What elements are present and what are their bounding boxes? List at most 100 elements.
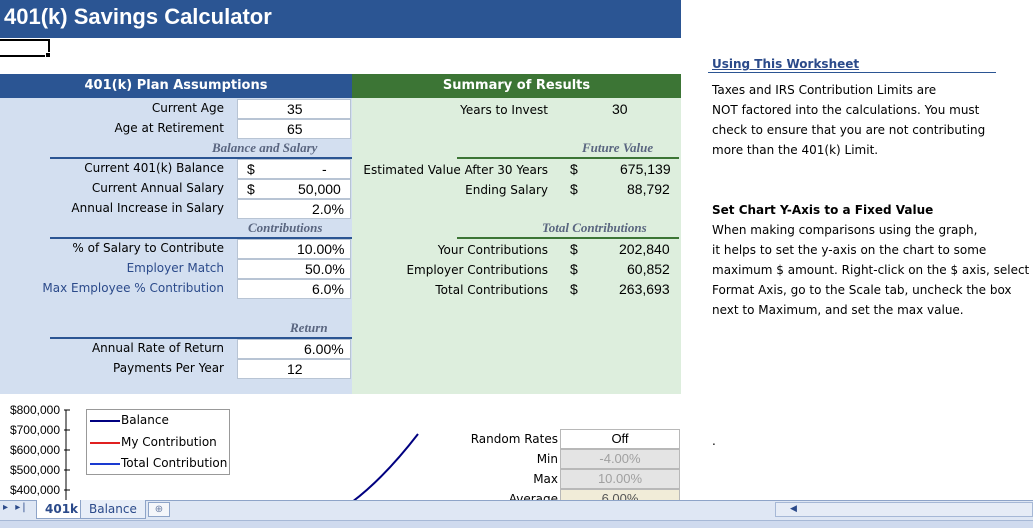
pct-salary-value: 10.00% <box>297 241 345 257</box>
min-rate-cell[interactable]: -4.00% <box>560 449 680 469</box>
horizontal-scrollbar[interactable] <box>775 502 1033 517</box>
rate-of-return-label: Annual Rate of Return <box>91 341 224 355</box>
notes-line: Format Axis, go to the Scale tab, unchec… <box>712 283 1012 297</box>
annual-salary-label: Current Annual Salary <box>91 181 224 195</box>
estimated-value-currency: $ <box>570 161 578 177</box>
notes-line: NOT factored into the calculations. You … <box>712 103 980 117</box>
employer-match-label: Employer Match <box>126 261 224 275</box>
summary-header: Summary of Results <box>352 74 681 98</box>
y-tick-label: $600,000 <box>9 443 60 457</box>
salary-increase-label: Annual Increase in Salary <box>71 201 224 215</box>
sheet-nav-arrows[interactable]: ▸ ▸| <box>3 502 28 513</box>
salary-increase-cell[interactable] <box>237 199 351 219</box>
max-employee-value: 6.0% <box>312 281 344 297</box>
your-contributions: 202,840 <box>619 241 670 257</box>
salary-increase-value: 2.0% <box>312 201 344 217</box>
selected-cell[interactable] <box>0 39 50 57</box>
annual-salary-currency: $ <box>247 181 255 197</box>
total-contributions-label: Total Contributions <box>435 283 548 297</box>
y-tick-label: $500,000 <box>9 463 60 477</box>
max-rate-cell[interactable]: 10.00% <box>560 469 680 489</box>
min-label: Min <box>536 452 558 466</box>
current-age-value: 35 <box>287 101 303 117</box>
ending-salary-label: Ending Salary <box>465 183 548 197</box>
estimated-value: 675,139 <box>620 161 671 177</box>
status-bar <box>0 520 1033 528</box>
notes-rule <box>708 72 996 73</box>
max-label: Max <box>533 472 558 486</box>
legend-swatch-balance <box>90 420 120 422</box>
stray-dot: . <box>712 434 716 448</box>
current-balance-value: - <box>322 161 327 177</box>
total-contributions-currency: $ <box>570 281 578 297</box>
notes-line: When making comparisons using the graph, <box>712 223 978 237</box>
y-tick-label: $700,000 <box>9 423 60 437</box>
notes-line: maximum $ amount. Right-click on the $ a… <box>712 263 1030 277</box>
section-rule <box>457 157 679 159</box>
future-value-title: Future Value <box>582 140 654 155</box>
random-rates-label: Random Rates <box>470 432 558 446</box>
years-to-invest-value: 30 <box>612 101 628 117</box>
title-bar <box>0 0 681 38</box>
retirement-age-value: 65 <box>287 121 303 137</box>
notes-heading-chart: Set Chart Y-Axis to a Fixed Value <box>712 203 934 217</box>
legend-label-total-contribution: Total Contribution <box>121 456 228 470</box>
random-rates-dropdown[interactable]: Off <box>560 429 680 449</box>
return-title: Return <box>290 320 328 335</box>
legend-swatch-my-contribution <box>90 442 120 444</box>
ending-salary-currency: $ <box>570 181 578 197</box>
your-contributions-label: Your Contributions <box>437 243 548 257</box>
sheet-tab-bar <box>0 500 1033 520</box>
payments-per-year-label: Payments Per Year <box>113 361 224 375</box>
max-employee-cell[interactable] <box>237 279 351 299</box>
years-to-invest-label: Years to Invest <box>460 103 548 117</box>
fill-handle[interactable] <box>45 52 51 58</box>
employer-match-cell[interactable] <box>237 259 351 279</box>
employer-match-value: 50.0% <box>305 261 345 277</box>
y-tick-label: $800,000 <box>9 403 60 417</box>
tab-401k[interactable]: 401k <box>36 500 88 519</box>
pct-salary-label: % of Salary to Contribute <box>72 241 224 255</box>
retirement-age-label: Age at Retirement <box>114 121 224 135</box>
tab-balance[interactable]: Balance <box>80 500 146 519</box>
summary-panel <box>352 98 681 394</box>
pct-salary-cell[interactable] <box>237 239 351 259</box>
legend-label-balance: Balance <box>121 413 169 427</box>
estimated-value-label: Estimated Value After 30 Years <box>363 163 548 177</box>
scroll-left-icon[interactable]: ◀ <box>790 504 797 514</box>
section-rule <box>457 237 679 239</box>
balance-curve <box>351 433 419 502</box>
chart-plot[interactable] <box>64 404 464 502</box>
section-rule <box>50 157 352 159</box>
payments-per-year-cell[interactable] <box>237 359 351 379</box>
ending-salary: 88,792 <box>627 181 670 197</box>
y-tick-label: $400,000 <box>9 483 60 497</box>
retirement-age-cell[interactable] <box>237 119 351 139</box>
section-rule <box>50 337 352 339</box>
current-balance-currency: $ <box>247 161 255 177</box>
current-balance-label: Current 401(k) Balance <box>84 161 224 175</box>
rate-of-return-cell[interactable] <box>237 339 351 359</box>
contributions-title: Contributions <box>248 220 323 235</box>
payments-per-year-value: 12 <box>287 361 303 377</box>
total-contributions-title: Total Contributions <box>542 220 647 235</box>
notes-line: it helps to set the y-axis on the chart … <box>712 243 987 257</box>
current-age-cell[interactable] <box>237 99 351 119</box>
insert-sheet-icon[interactable]: ⊕ <box>148 502 170 517</box>
current-balance-cell[interactable] <box>237 159 351 179</box>
notes-line: next to Maximum, and set the max value. <box>712 303 964 317</box>
notes-line: more than the 401(k) Limit. <box>712 143 879 157</box>
assumptions-header: 401(k) Plan Assumptions <box>0 74 352 98</box>
legend-label-my-contribution: My Contribution <box>121 435 217 449</box>
max-employee-label: Max Employee % Contribution <box>42 281 224 295</box>
employer-contributions-currency: $ <box>570 261 578 277</box>
notes-heading-worksheet: Using This Worksheet <box>712 57 860 71</box>
balance-salary-title: Balance and Salary <box>212 140 318 155</box>
total-contributions: 263,693 <box>619 281 670 297</box>
section-rule <box>50 237 352 239</box>
page-title: 401(k) Savings Calculator <box>4 4 272 29</box>
annual-salary-cell[interactable] <box>237 179 351 199</box>
notes-line: check to ensure that you are not contrib… <box>712 123 986 137</box>
annual-salary-value: 50,000 <box>298 181 341 197</box>
current-age-label: Current Age <box>151 101 224 115</box>
